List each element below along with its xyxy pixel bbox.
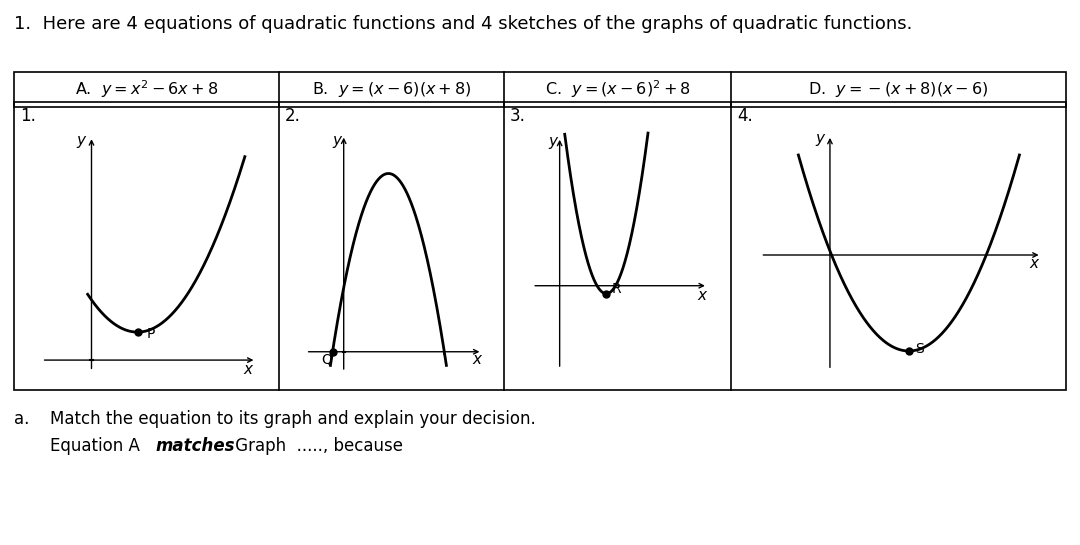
Text: $y$: $y$ (333, 135, 343, 150)
Text: $x$: $x$ (243, 362, 255, 377)
Text: 1.: 1. (21, 107, 36, 125)
Text: A.  $y = x^2 - 6x + 8$: A. $y = x^2 - 6x + 8$ (75, 78, 218, 100)
Text: Equation A: Equation A (50, 437, 145, 455)
Text: P: P (147, 327, 156, 341)
Text: matches: matches (156, 437, 234, 455)
Text: R: R (611, 282, 621, 296)
Text: $y$: $y$ (814, 132, 826, 148)
Text: S: S (915, 342, 924, 355)
Text: $x$: $x$ (1029, 256, 1041, 270)
Text: $x$: $x$ (472, 352, 484, 367)
Text: 3.: 3. (510, 107, 526, 125)
Text: Match the equation to its graph and explain your decision.: Match the equation to its graph and expl… (50, 410, 536, 428)
Text: D.  $y = -(x + 8)(x - 6)$: D. $y = -(x + 8)(x - 6)$ (808, 80, 989, 99)
Text: $y$: $y$ (549, 135, 559, 151)
Text: 4.: 4. (737, 107, 753, 125)
Text: B.  $y = (x - 6)(x + 8)$: B. $y = (x - 6)(x + 8)$ (312, 80, 471, 99)
Text: C.  $y = (x - 6)^2 + 8$: C. $y = (x - 6)^2 + 8$ (544, 78, 690, 100)
Text: 1.  Here are 4 equations of quadratic functions and 4 sketches of the graphs of : 1. Here are 4 equations of quadratic fun… (14, 15, 913, 33)
Text: $y$: $y$ (76, 134, 87, 150)
Text: Graph  ....., because: Graph ....., because (230, 437, 403, 455)
Text: Q: Q (322, 353, 333, 366)
Text: a.: a. (14, 410, 29, 428)
Text: $x$: $x$ (697, 288, 708, 303)
Text: 2.: 2. (285, 107, 301, 125)
